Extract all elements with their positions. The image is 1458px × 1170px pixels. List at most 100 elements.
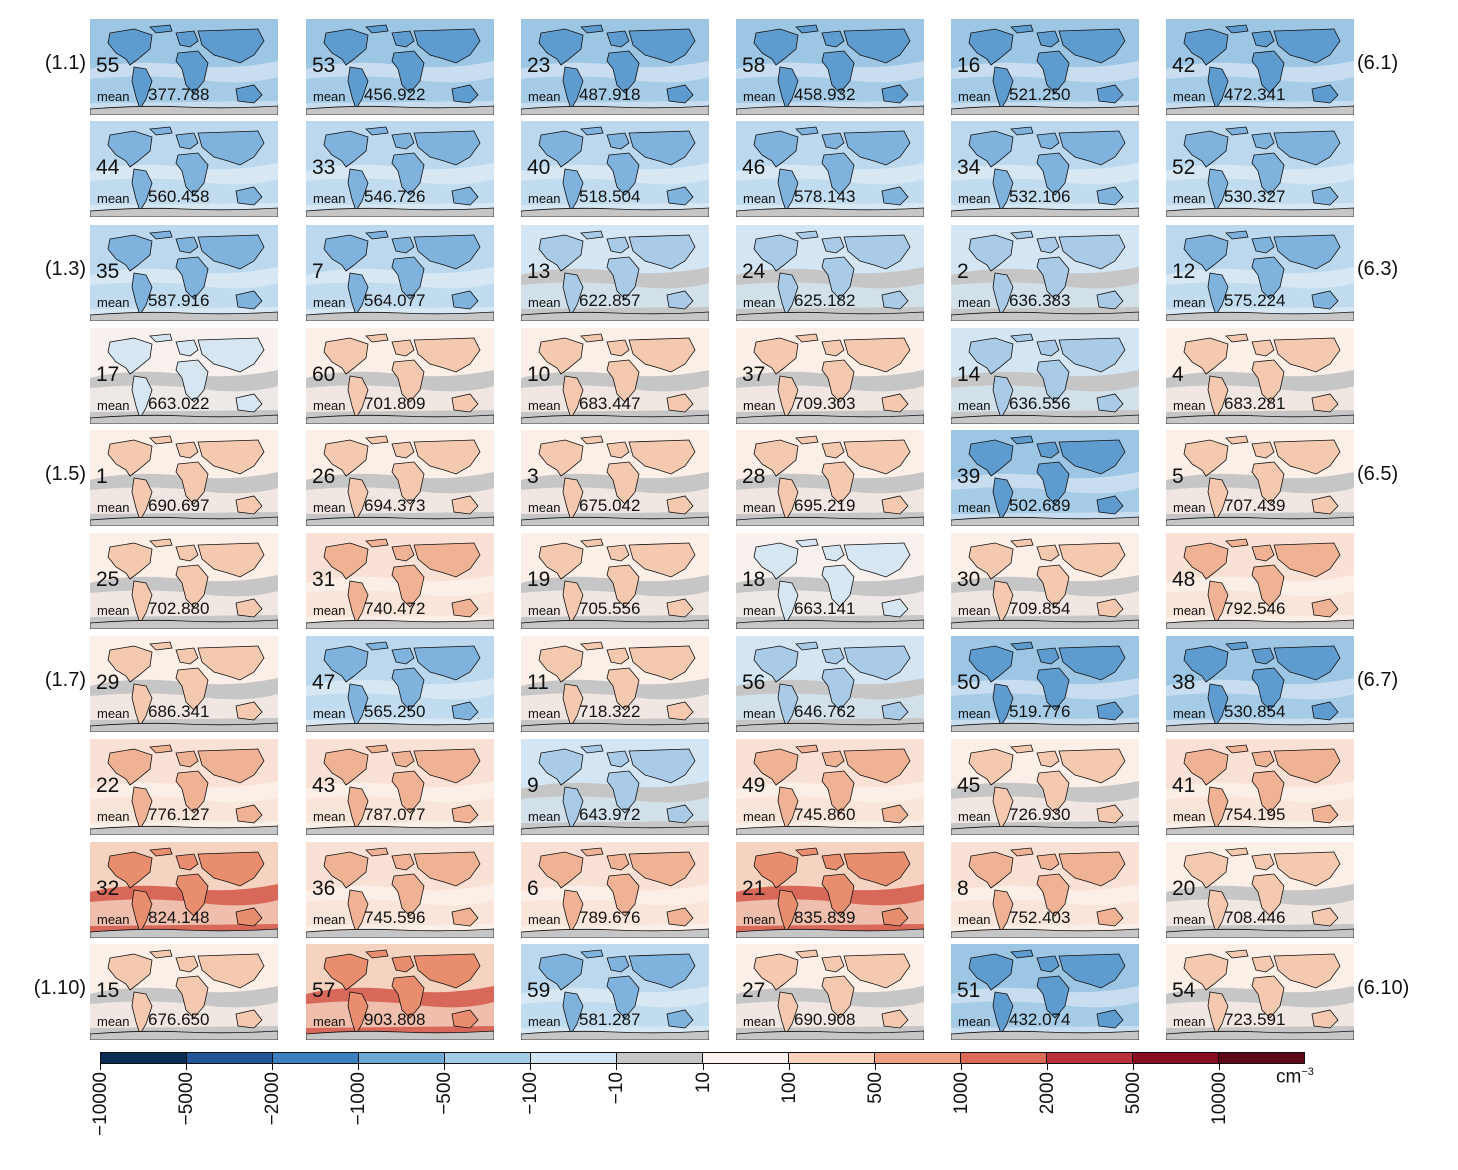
panel-number: 32 xyxy=(96,877,120,900)
panel-grid: 55 mean 377.788 53 mean 456.922 23 mean 487.918 5… xyxy=(34,19,1409,1040)
panel-mean-label: mean xyxy=(743,500,776,515)
colorbar-tick-label: −2000 xyxy=(262,1072,284,1126)
panel-mean-value: 723.591 xyxy=(1224,1010,1286,1029)
map-panel-23: 23 mean 487.918 xyxy=(521,19,709,115)
map-panel-1: 1 mean 690.697 xyxy=(90,430,278,526)
panel-mean-label: mean xyxy=(313,89,346,104)
map-panel-5: 5 mean 707.439 xyxy=(1166,430,1354,526)
panel-number: 49 xyxy=(742,774,766,797)
panel-mean-label: mean xyxy=(313,603,346,618)
panel-mean-label: mean xyxy=(97,398,130,413)
panel-number: 8 xyxy=(957,877,969,900)
map-panel-14: 14 mean 636.556 xyxy=(951,328,1139,424)
panel-mean-value: 707.439 xyxy=(1224,496,1286,515)
panel-mean-label: mean xyxy=(313,1014,346,1029)
map-panel-60: 60 mean 701.809 xyxy=(306,328,494,424)
map-panel-16: 16 mean 521.250 xyxy=(951,19,1139,115)
map-panel-35: 35 mean 587.916 xyxy=(90,225,278,321)
panel-mean-value: 740.472 xyxy=(364,599,426,618)
panel-mean-value: 487.918 xyxy=(579,85,641,104)
map-panel-52: 52 mean 530.327 xyxy=(1166,121,1354,217)
panel-mean-label: mean xyxy=(313,500,346,515)
panel-mean-label: mean xyxy=(1173,295,1206,310)
panel-mean-value: 564.077 xyxy=(364,291,426,310)
panel-mean-label: mean xyxy=(97,809,130,824)
panel-number: 23 xyxy=(527,54,551,77)
row-label-right: (6.3) xyxy=(1357,258,1399,280)
map-panel-55: 55 mean 377.788 xyxy=(90,19,278,115)
panel-mean-value: 705.556 xyxy=(579,599,641,618)
map-panel-3: 3 mean 675.042 xyxy=(521,430,709,526)
panel-mean-value: 789.676 xyxy=(579,908,641,927)
map-panel-12: 12 mean 575.224 xyxy=(1166,225,1354,321)
panel-number: 22 xyxy=(96,774,120,797)
map-panel-2: 2 mean 636.383 xyxy=(951,225,1139,321)
map-panel-58: 58 mean 458.932 xyxy=(736,19,924,115)
panel-number: 31 xyxy=(312,568,336,591)
colorbar-segment xyxy=(875,1053,961,1063)
panel-number: 38 xyxy=(1172,671,1196,694)
panel-mean-label: mean xyxy=(1173,398,1206,413)
panel-mean-label: mean xyxy=(958,603,991,618)
panel-number: 59 xyxy=(527,979,551,1002)
panel-mean-value: 643.972 xyxy=(579,805,641,824)
colorbar-segment xyxy=(531,1053,617,1063)
panel-number: 29 xyxy=(96,671,120,694)
panel-mean-value: 776.127 xyxy=(148,805,210,824)
map-panel-21: 21 mean 835.839 xyxy=(736,842,924,938)
row-label-left: (1.5) xyxy=(44,463,86,485)
panel-mean-value: 903.808 xyxy=(364,1010,426,1029)
panel-number: 57 xyxy=(312,979,336,1002)
colorbar-tick-label: −500 xyxy=(434,1072,456,1115)
colorbar-tick xyxy=(272,1064,274,1070)
panel-mean-value: 663.022 xyxy=(148,394,210,413)
colorbar-tick xyxy=(186,1064,188,1070)
panel-number: 18 xyxy=(742,568,766,591)
panel-number: 35 xyxy=(96,260,120,283)
panel-number: 1 xyxy=(96,465,108,488)
panel-mean-label: mean xyxy=(1173,603,1206,618)
map-panel-49: 49 mean 745.860 xyxy=(736,739,924,835)
map-panel-39: 39 mean 502.689 xyxy=(951,430,1139,526)
map-panel-38: 38 mean 530.854 xyxy=(1166,636,1354,732)
panel-mean-label: mean xyxy=(528,603,561,618)
panel-mean-value: 530.327 xyxy=(1224,187,1286,206)
row-label-right: (6.1) xyxy=(1357,52,1399,74)
map-panel-6: 6 mean 789.676 xyxy=(521,842,709,938)
map-panel-13: 13 mean 622.857 xyxy=(521,225,709,321)
panel-mean-value: 686.341 xyxy=(148,702,210,721)
map-panel-42: 42 mean 472.341 xyxy=(1166,19,1354,115)
panel-mean-value: 695.219 xyxy=(794,496,856,515)
map-panel-56: 56 mean 646.762 xyxy=(736,636,924,732)
panel-mean-value: 701.809 xyxy=(364,394,426,413)
panel-mean-value: 622.857 xyxy=(579,291,641,310)
panel-number: 45 xyxy=(957,774,981,797)
panel-mean-label: mean xyxy=(97,706,130,721)
panel-mean-label: mean xyxy=(1173,500,1206,515)
colorbar-segment xyxy=(101,1053,187,1063)
panel-number: 27 xyxy=(742,979,766,1002)
panel-mean-label: mean xyxy=(743,809,776,824)
map-panel-27: 27 mean 690.908 xyxy=(736,944,924,1040)
panel-number: 19 xyxy=(527,568,551,591)
colorbar-tick xyxy=(616,1064,618,1070)
panel-mean-value: 432.074 xyxy=(1009,1010,1071,1029)
panel-number: 55 xyxy=(96,54,120,77)
panel-mean-value: 663.141 xyxy=(794,599,856,618)
panel-mean-value: 708.446 xyxy=(1224,908,1286,927)
panel-number: 6 xyxy=(527,877,539,900)
map-panel-37: 37 mean 709.303 xyxy=(736,328,924,424)
colorbar-segment xyxy=(1047,1053,1133,1063)
panel-mean-value: 518.504 xyxy=(579,187,641,206)
panel-number: 30 xyxy=(957,568,981,591)
panel-number: 37 xyxy=(742,363,766,386)
panel-mean-label: mean xyxy=(528,89,561,104)
map-panel-25: 25 mean 702.880 xyxy=(90,533,278,629)
panel-mean-label: mean xyxy=(97,500,130,515)
map-panel-41: 41 mean 754.195 xyxy=(1166,739,1354,835)
panel-mean-value: 546.726 xyxy=(364,187,426,206)
panel-number: 21 xyxy=(742,877,766,900)
map-panel-40: 40 mean 518.504 xyxy=(521,121,709,217)
panel-mean-value: 824.148 xyxy=(148,908,210,927)
panel-mean-value: 690.697 xyxy=(148,496,210,515)
